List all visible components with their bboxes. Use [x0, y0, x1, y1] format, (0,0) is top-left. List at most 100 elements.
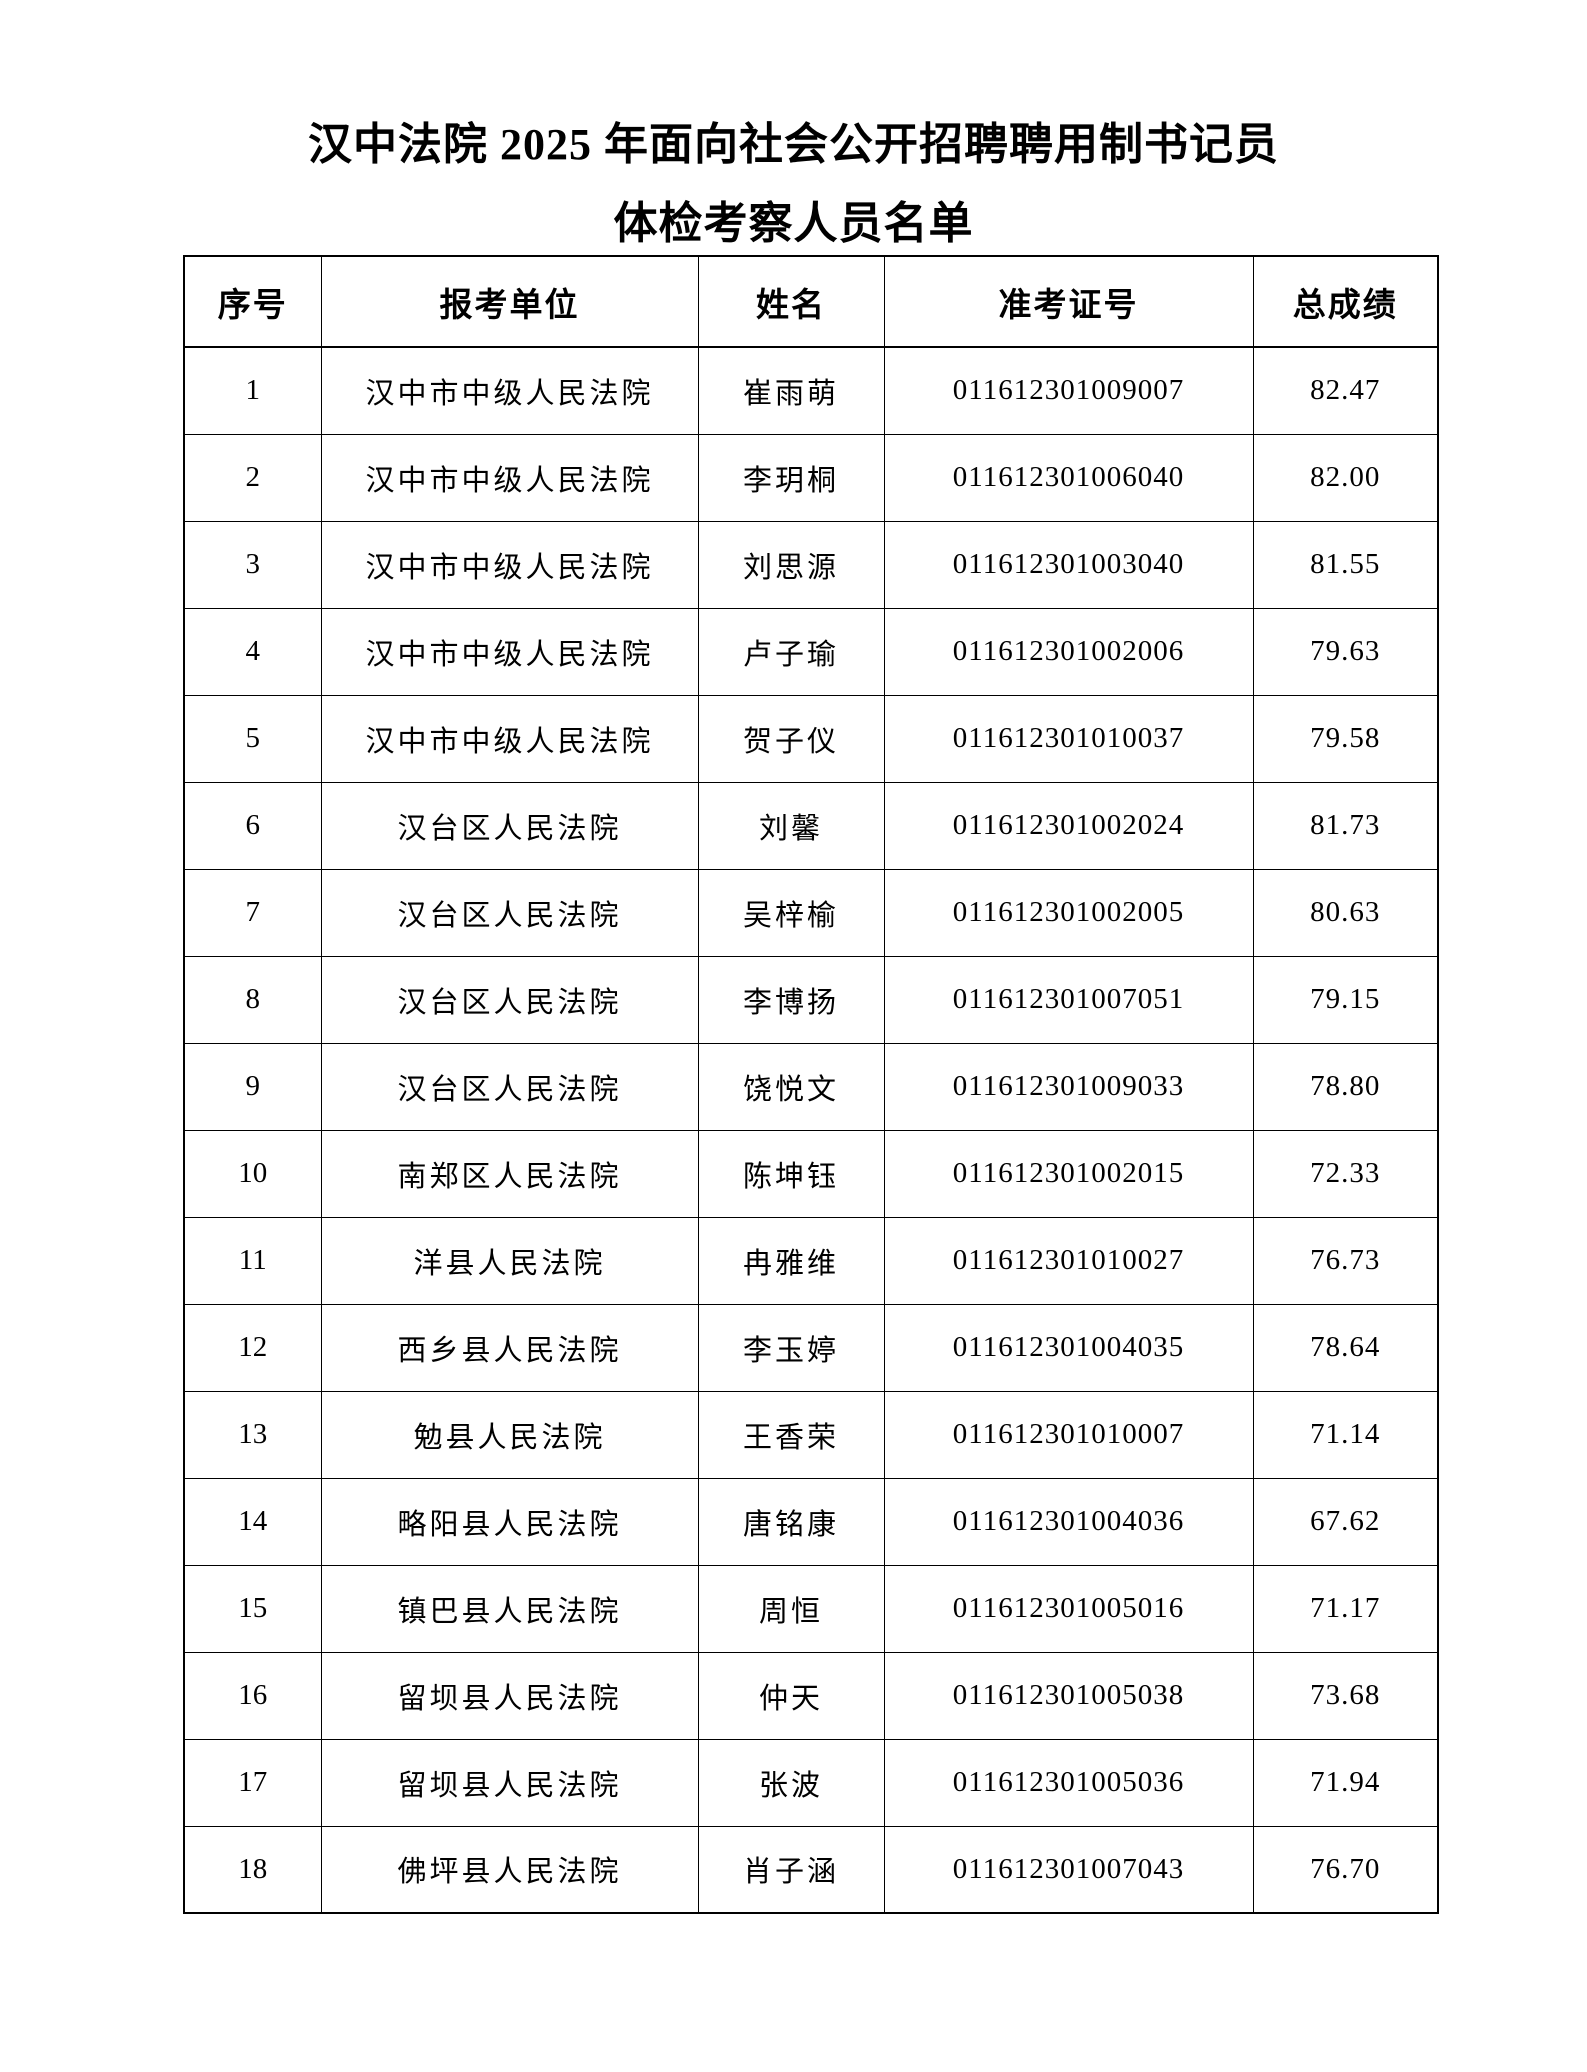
cell-score: 71.17	[1252, 1564, 1439, 1653]
cell-no: 4	[183, 607, 322, 696]
cell-score: 71.14	[1252, 1390, 1439, 1479]
cell-no: 9	[183, 1042, 322, 1131]
cell-ticket: 011612301005036	[883, 1738, 1254, 1827]
cell-name: 周恒	[697, 1564, 885, 1653]
cell-no: 10	[183, 1129, 322, 1218]
cell-ticket: 011612301006040	[883, 433, 1254, 522]
document-title-line2: 体检考察人员名单	[613, 199, 974, 248]
table-row: 16 留坝县人民法院 仲天 011612301005038 73.68	[183, 1651, 1439, 1740]
cell-no: 11	[183, 1216, 322, 1305]
cell-unit: 佛坪县人民法院	[320, 1825, 699, 1914]
cell-score: 72.33	[1252, 1129, 1439, 1218]
cell-name: 卢子瑜	[697, 607, 885, 696]
table-row: 2 汉中市中级人民法院 李玥桐 011612301006040 82.00	[183, 433, 1439, 522]
cell-name: 冉雅维	[697, 1216, 885, 1305]
table-row: 3 汉中市中级人民法院 刘思源 011612301003040 81.55	[183, 520, 1439, 609]
cell-score: 79.15	[1252, 955, 1439, 1044]
cell-ticket: 011612301007051	[883, 955, 1254, 1044]
table-row: 17 留坝县人民法院 张波 011612301005036 71.94	[183, 1738, 1439, 1827]
cell-ticket: 011612301007043	[883, 1825, 1254, 1914]
cell-score: 78.64	[1252, 1303, 1439, 1392]
cell-score: 76.70	[1252, 1825, 1439, 1914]
cell-score: 81.73	[1252, 781, 1439, 870]
cell-ticket: 011612301002024	[883, 781, 1254, 870]
cell-no: 18	[183, 1825, 322, 1914]
cell-no: 13	[183, 1390, 322, 1479]
table-row: 9 汉台区人民法院 饶悦文 011612301009033 78.80	[183, 1042, 1439, 1131]
cell-no: 15	[183, 1564, 322, 1653]
cell-score: 71.94	[1252, 1738, 1439, 1827]
table-row: 13 勉县人民法院 王香荣 011612301010007 71.14	[183, 1390, 1439, 1479]
cell-score: 82.00	[1252, 433, 1439, 522]
cell-unit: 洋县人民法院	[320, 1216, 699, 1305]
cell-unit: 勉县人民法院	[320, 1390, 699, 1479]
cell-unit: 汉中市中级人民法院	[320, 694, 699, 783]
cell-no: 12	[183, 1303, 322, 1392]
cell-ticket: 011612301010027	[883, 1216, 1254, 1305]
cell-ticket: 011612301009007	[883, 346, 1254, 435]
cell-name: 李玥桐	[697, 433, 885, 522]
header-cell-score: 总成绩	[1252, 255, 1439, 348]
cell-no: 7	[183, 868, 322, 957]
cell-score: 73.68	[1252, 1651, 1439, 1740]
cell-name: 贺子仪	[697, 694, 885, 783]
cell-name: 张波	[697, 1738, 885, 1827]
cell-score: 79.63	[1252, 607, 1439, 696]
cell-ticket: 011612301002015	[883, 1129, 1254, 1218]
header-cell-name: 姓名	[697, 255, 885, 348]
cell-unit: 汉中市中级人民法院	[320, 433, 699, 522]
cell-name: 唐铭康	[697, 1477, 885, 1566]
cell-unit: 镇巴县人民法院	[320, 1564, 699, 1653]
cell-no: 16	[183, 1651, 322, 1740]
cell-ticket: 011612301004035	[883, 1303, 1254, 1392]
cell-name: 王香荣	[697, 1390, 885, 1479]
cell-ticket: 011612301005016	[883, 1564, 1254, 1653]
cell-unit: 汉中市中级人民法院	[320, 346, 699, 435]
cell-unit: 汉中市中级人民法院	[320, 607, 699, 696]
cell-score: 82.47	[1252, 346, 1439, 435]
cell-no: 17	[183, 1738, 322, 1827]
table-row: 15 镇巴县人民法院 周恒 011612301005016 71.17	[183, 1564, 1439, 1653]
table-row: 10 南郑区人民法院 陈坤钰 011612301002015 72.33	[183, 1129, 1439, 1218]
cell-name: 饶悦文	[697, 1042, 885, 1131]
cell-no: 1	[183, 346, 322, 435]
cell-unit: 留坝县人民法院	[320, 1651, 699, 1740]
cell-unit: 汉台区人民法院	[320, 955, 699, 1044]
table-row: 6 汉台区人民法院 刘馨 011612301002024 81.73	[183, 781, 1439, 870]
cell-no: 8	[183, 955, 322, 1044]
table-row: 11 洋县人民法院 冉雅维 011612301010027 76.73	[183, 1216, 1439, 1305]
cell-ticket: 011612301004036	[883, 1477, 1254, 1566]
header-row: 序号 报考单位 姓名 准考证号 总成绩	[183, 255, 1439, 348]
cell-no: 3	[183, 520, 322, 609]
cell-name: 吴梓榆	[697, 868, 885, 957]
cell-score: 80.63	[1252, 868, 1439, 957]
cell-ticket: 011612301010007	[883, 1390, 1254, 1479]
header-cell-no: 序号	[183, 255, 322, 348]
cell-unit: 汉台区人民法院	[320, 868, 699, 957]
document-title-line1: 汉中法院 2025 年面向社会公开招聘聘用制书记员	[308, 120, 1279, 169]
cell-unit: 略阳县人民法院	[320, 1477, 699, 1566]
cell-name: 陈坤钰	[697, 1129, 885, 1218]
cell-name: 李博扬	[697, 955, 885, 1044]
cell-no: 6	[183, 781, 322, 870]
cell-unit: 南郑区人民法院	[320, 1129, 699, 1218]
table-row: 5 汉中市中级人民法院 贺子仪 011612301010037 79.58	[183, 694, 1439, 783]
cell-ticket: 011612301003040	[883, 520, 1254, 609]
cell-unit: 汉中市中级人民法院	[320, 520, 699, 609]
table-row: 7 汉台区人民法院 吴梓榆 011612301002005 80.63	[183, 868, 1439, 957]
cell-name: 刘馨	[697, 781, 885, 870]
cell-ticket: 011612301002006	[883, 607, 1254, 696]
cell-ticket: 011612301010037	[883, 694, 1254, 783]
cell-unit: 汉台区人民法院	[320, 1042, 699, 1131]
table-body: 1 汉中市中级人民法院 崔雨萌 011612301009007 82.47 2 …	[183, 346, 1439, 1914]
cell-name: 肖子涵	[697, 1825, 885, 1914]
cell-ticket: 011612301005038	[883, 1651, 1254, 1740]
table-row: 12 西乡县人民法院 李玉婷 011612301004035 78.64	[183, 1303, 1439, 1392]
cell-unit: 西乡县人民法院	[320, 1303, 699, 1392]
table-row: 4 汉中市中级人民法院 卢子瑜 011612301002006 79.63	[183, 607, 1439, 696]
header-cell-unit: 报考单位	[320, 255, 699, 348]
cell-score: 81.55	[1252, 520, 1439, 609]
header-cell-ticket: 准考证号	[883, 255, 1254, 348]
cell-score: 78.80	[1252, 1042, 1439, 1131]
